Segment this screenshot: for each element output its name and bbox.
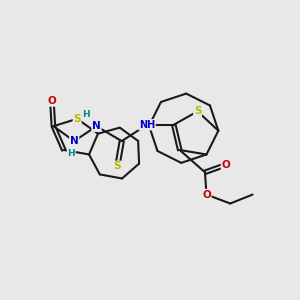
Text: H: H	[68, 149, 75, 158]
Text: S: S	[114, 161, 121, 171]
Text: O: O	[221, 160, 230, 170]
Text: S: S	[194, 106, 201, 116]
Text: N: N	[70, 136, 79, 146]
Text: H: H	[82, 110, 90, 119]
Text: NH: NH	[139, 120, 155, 130]
Text: S: S	[74, 114, 81, 124]
Text: O: O	[202, 190, 211, 200]
Text: N: N	[92, 121, 101, 131]
Text: O: O	[47, 96, 56, 106]
